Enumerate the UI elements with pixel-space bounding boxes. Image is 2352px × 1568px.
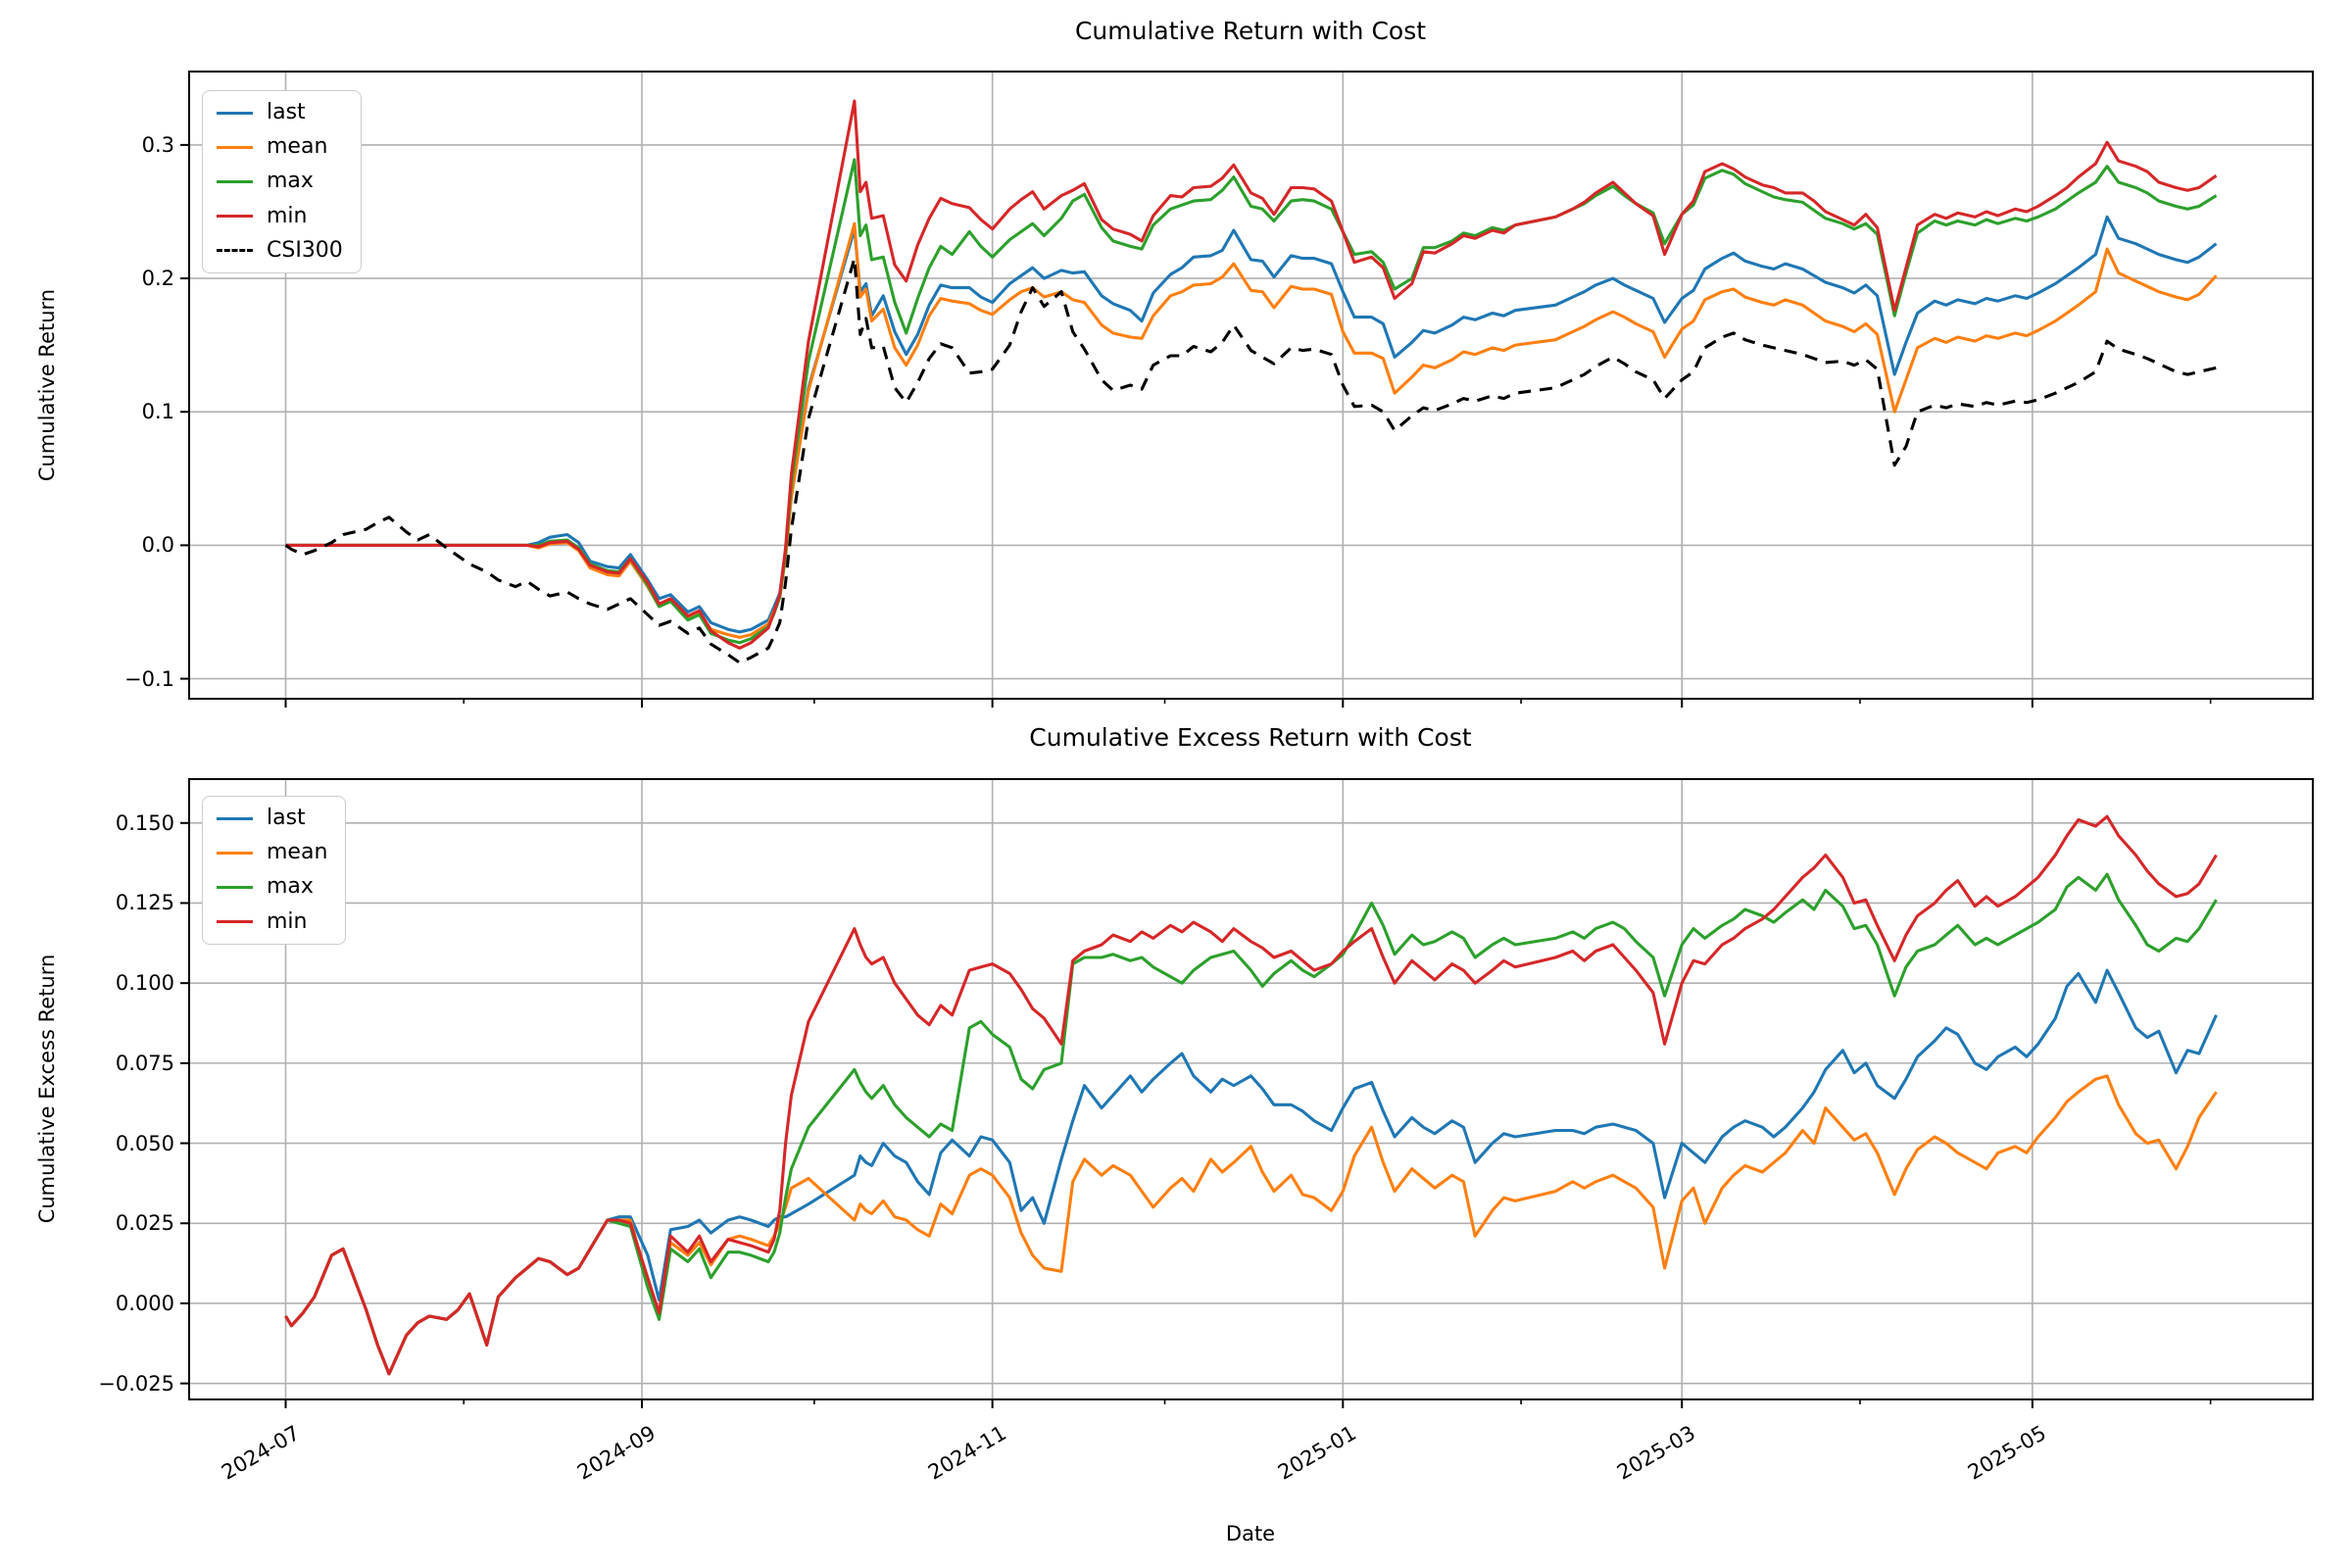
- legend-item-min: min: [217, 203, 343, 228]
- axes-frame: [188, 71, 2314, 700]
- min-line-swatch: [217, 215, 253, 219]
- legend-label: max: [267, 169, 314, 194]
- min-line-swatch: [217, 920, 253, 924]
- y-tick-label: −0.025: [98, 1371, 174, 1396]
- legend-item-last: last: [217, 100, 343, 124]
- legend-item-last: last: [217, 806, 327, 830]
- y-tick-label: 0.050: [115, 1131, 174, 1155]
- legend-label: min: [267, 908, 308, 934]
- axes-frame: [188, 778, 2314, 1400]
- top-chart-title: Cumulative Return with Cost: [1074, 17, 1427, 45]
- y-tick-label: 0.100: [115, 971, 174, 996]
- bottom-legend: last mean max min: [202, 796, 347, 945]
- legend-item-min: min: [217, 908, 327, 934]
- bottom-y-axis-label: Cumulative Excess Return: [35, 954, 59, 1224]
- y-tick-label: 0.150: [115, 810, 174, 835]
- legend-item-max: max: [217, 170, 343, 193]
- csi300-line-swatch: [217, 249, 253, 253]
- y-tick-label: 0.075: [115, 1051, 174, 1075]
- legend-label: last: [267, 100, 306, 124]
- legend-item-csi300: CSI300: [217, 237, 343, 263]
- mean-line-swatch: [217, 851, 253, 855]
- legend-item-mean: mean: [217, 840, 328, 865]
- y-tick-label: 0.3: [141, 132, 174, 157]
- series-line-max: [284, 872, 2218, 1376]
- bottom-chart-title: Cumulative Excess Return with Cost: [1029, 723, 1472, 752]
- legend-item-mean: mean: [217, 134, 343, 160]
- y-tick-label: 0.0: [141, 533, 174, 558]
- max-line-swatch: [217, 179, 253, 183]
- legend-label: CSI300: [267, 237, 343, 263]
- legend-item-max: max: [217, 875, 327, 899]
- series-line-min: [285, 99, 2218, 650]
- legend-label: min: [267, 203, 308, 228]
- last-line-swatch: [217, 816, 253, 820]
- legend-label: mean: [267, 134, 328, 160]
- last-line-swatch: [217, 111, 253, 115]
- y-tick-label: 0.2: [141, 267, 174, 291]
- legend-label: max: [267, 874, 314, 900]
- mean-line-swatch: [217, 145, 253, 149]
- series-line-last: [284, 968, 2218, 1376]
- y-tick-label: 0.000: [115, 1291, 174, 1315]
- series-line-csi300: [284, 257, 2217, 664]
- y-tick-label: 0.125: [115, 891, 174, 915]
- series-line-mean: [284, 1074, 2218, 1376]
- top-y-axis-label: Cumulative Return: [35, 288, 59, 482]
- max-line-swatch: [217, 885, 253, 889]
- series-line-min: [284, 814, 2218, 1376]
- x-axis-label: Date: [1225, 1522, 1276, 1545]
- y-tick-label: 0.025: [115, 1211, 174, 1236]
- series-line-mean: [285, 221, 2218, 639]
- y-tick-label: 0.1: [141, 400, 174, 424]
- y-tick-label: −0.1: [124, 666, 174, 691]
- legend-label: mean: [267, 840, 328, 865]
- series-line-max: [285, 158, 2218, 645]
- series-line-last: [285, 215, 2218, 634]
- legend-label: last: [267, 806, 306, 830]
- top-legend: last mean max min CSI300: [202, 90, 362, 273]
